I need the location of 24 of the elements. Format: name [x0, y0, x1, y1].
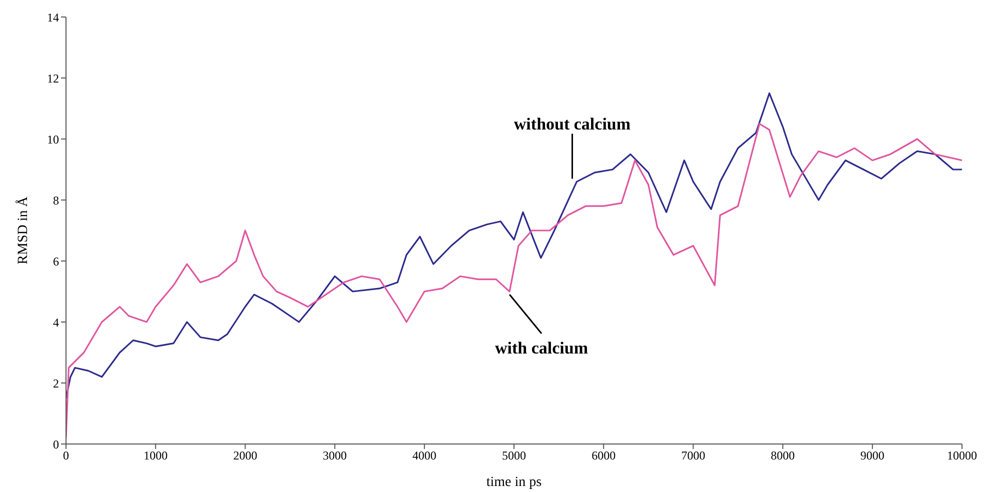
line-series — [66, 92, 962, 400]
x-tick-label: 8000 — [770, 448, 795, 463]
y-tick-label: 8 — [53, 193, 59, 208]
x-tick-label: 3000 — [322, 448, 347, 463]
x-tick-label: 10000 — [947, 448, 977, 463]
y-tick-label: 0 — [53, 437, 59, 452]
x-tick-label: 4000 — [412, 448, 436, 463]
annotation: with calcium — [495, 338, 588, 358]
x-tick-label: 6000 — [592, 448, 616, 463]
x-tick-label: 2000 — [233, 448, 258, 463]
x-tick-label: 0 — [63, 448, 69, 463]
y-tick-label: 12 — [47, 71, 59, 86]
x-tick-label: 9000 — [860, 448, 884, 463]
y-axis-title: RMSD in Å — [14, 196, 31, 264]
y-tick-label: 2 — [53, 376, 59, 390]
x-tick-label: 7000 — [681, 448, 706, 463]
y-tick-label: 4 — [53, 315, 59, 330]
x-axis-title: time in ps — [486, 475, 542, 490]
x-tick-label: 5000 — [502, 448, 526, 463]
annotation: without calcium — [514, 114, 631, 134]
y-tick-label: 14 — [47, 10, 59, 24]
x-tick-label: 1000 — [144, 448, 168, 463]
y-tick-label: 10 — [47, 132, 59, 146]
y-tick-label: 6 — [53, 254, 59, 268]
